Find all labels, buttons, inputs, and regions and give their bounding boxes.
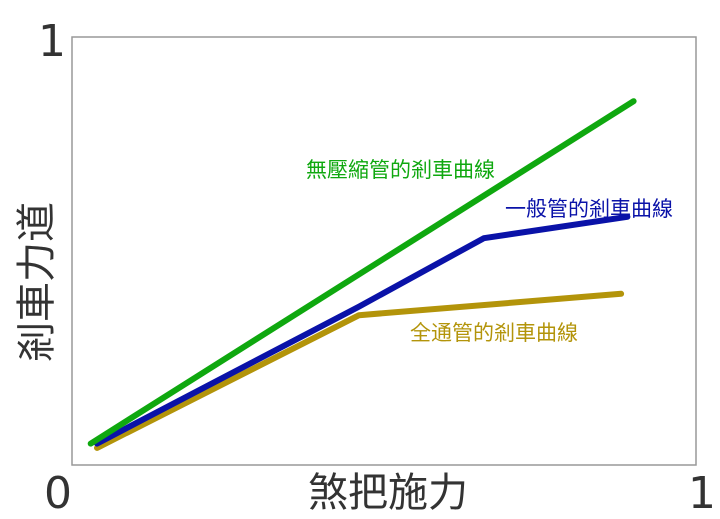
series-label-no-compression: 無壓縮管的剎車曲線 bbox=[306, 158, 495, 182]
plot-frame bbox=[71, 36, 697, 466]
x-tick-right: 1 bbox=[688, 468, 716, 519]
x-tick-left: 0 bbox=[44, 468, 72, 519]
series-label-full-housing: 全通管的剎車曲線 bbox=[410, 321, 578, 345]
series-label-standard: 一般管的剎車曲線 bbox=[505, 197, 673, 221]
series-line-full-housing bbox=[94, 290, 625, 451]
y-tick-top: 1 bbox=[38, 16, 66, 67]
y-axis-title: 剎車力道 bbox=[14, 202, 60, 362]
series-line-standard bbox=[94, 213, 631, 447]
series-line-no-compression bbox=[87, 98, 637, 447]
series-layer bbox=[87, 98, 637, 451]
x-axis-title: 煞把施力 bbox=[308, 470, 468, 516]
